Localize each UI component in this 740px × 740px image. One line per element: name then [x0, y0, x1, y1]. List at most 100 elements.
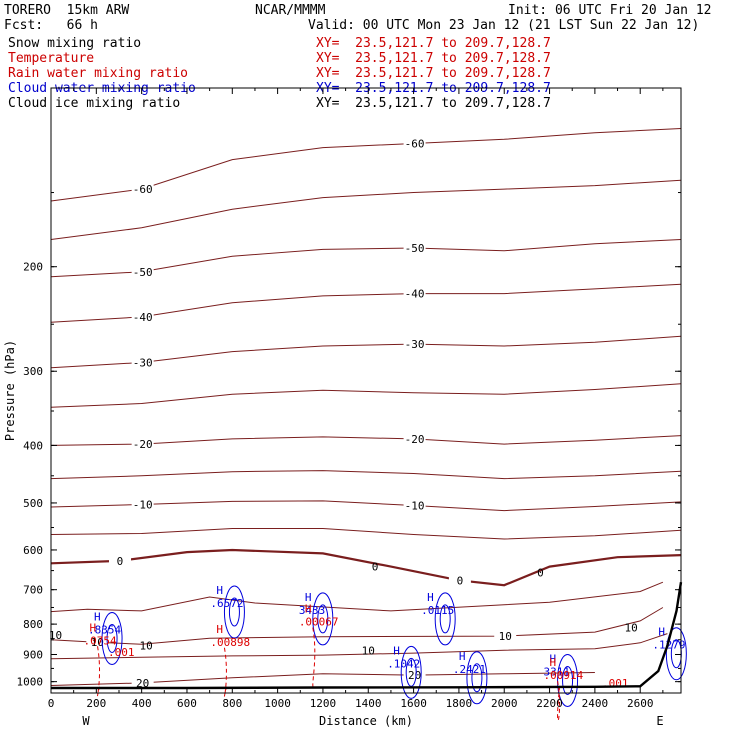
isotherm-label-bg [403, 241, 426, 253]
terrain-line [51, 582, 683, 690]
isotherm-label-bg [131, 356, 154, 368]
cloud-water-max-marker: H [427, 591, 434, 604]
field-name-temperature: Temperature [8, 51, 95, 66]
y-tick-label: 200 [23, 261, 43, 274]
isotherm-label: -30 [133, 357, 153, 370]
isotherm-label: 10 [362, 645, 375, 658]
isotherm-line [50, 581, 664, 613]
isotherm-label: -20 [133, 438, 153, 451]
isotherm-label-bg [131, 183, 154, 195]
cloud-water-contour [317, 604, 329, 634]
field-xy-temperature: XY= 23.5,121.7 to 209.7,128.7 [316, 51, 551, 66]
cloud-water-contour [557, 653, 579, 707]
field-xy-snow: XY= 23.5,121.7 to 209.7,128.7 [316, 36, 551, 51]
rain-max-marker: H [305, 603, 312, 616]
isotherm-label: -60 [405, 137, 425, 150]
field-name-rain: Rain water mixing ratio [8, 66, 189, 81]
isotherm-line [50, 283, 682, 323]
isotherm-label-bg [494, 630, 517, 642]
rain-contour [312, 627, 316, 688]
cloud-water-contour [665, 627, 687, 681]
rain-max-value: .0754 [84, 634, 117, 647]
x-tick-label: 1400 [355, 697, 382, 710]
x-tick-label: 600 [177, 697, 197, 710]
isotherm-line [50, 383, 682, 408]
cloud-water-contour [228, 597, 240, 627]
cloud-water-max-marker: H [94, 610, 101, 623]
cloud-water-contour [434, 592, 456, 646]
cloud-water-max-value: .2421 [453, 663, 486, 676]
y-tick-label: 300 [23, 365, 43, 378]
cloud-water-contour [106, 623, 118, 653]
isotherm-label: 0 [457, 574, 464, 587]
x-tick-label: 2400 [582, 697, 609, 710]
cloud-water-max-marker: H [459, 650, 466, 663]
rain-contour [557, 680, 561, 721]
x-tick-label: 400 [132, 697, 152, 710]
isotherm-label-bg [131, 310, 154, 322]
y-tick-label: 500 [23, 497, 43, 510]
rain-contour-label: .001 [108, 646, 135, 659]
isotherm-line [50, 239, 682, 278]
isotherm-line [50, 128, 682, 202]
rain-max-value: .00898 [210, 636, 250, 649]
isotherm-label-bg [131, 498, 154, 510]
init-label: Init: 06 UTC Fri 20 Jan 12 [508, 3, 712, 18]
isotherm-label-bg [403, 669, 426, 681]
plot-frame [50, 87, 682, 694]
isotherm-label: -50 [133, 266, 153, 279]
isotherm-line [50, 470, 682, 480]
y-tick-label: 1000 [17, 676, 44, 689]
center-label: NCAR/MMMM [255, 3, 326, 18]
isotherm-label-bg [131, 438, 154, 450]
field-xy-cloud-ice: XY= 23.5,121.7 to 209.7,128.7 [316, 96, 551, 111]
cloud-water-max-value: 3311 [544, 665, 571, 678]
cloud-water-max-marker: H [658, 626, 665, 639]
field-name-cloud-water: Cloud water mixing ratio [8, 81, 196, 96]
cloud-water-contour [223, 585, 245, 639]
x-tick-label: 800 [222, 697, 242, 710]
forecast-label: Fcst: 66 h [4, 18, 98, 33]
isotherm-label-bg [403, 137, 426, 149]
isotherm-label: 20 [136, 677, 149, 690]
cloud-water-contour [562, 665, 574, 695]
cloud-water-max-value: .1279 [652, 639, 685, 652]
cloud-water-max-marker: H [305, 591, 312, 604]
x-tick-label: 1000 [264, 697, 291, 710]
cloud-water-max-value: .6572 [210, 597, 243, 610]
cloud-water-contour [101, 611, 123, 665]
isotherm-label: 10 [499, 630, 512, 643]
isotherm-label: -30 [405, 338, 425, 351]
isotherm-label-bg [403, 338, 426, 350]
x-tick-label: 2000 [491, 697, 518, 710]
field-xy-rain: XY= 23.5,121.7 to 209.7,128.7 [316, 66, 551, 81]
cloud-water-contour [466, 651, 488, 705]
field-name-snow: Snow mixing ratio [8, 36, 142, 51]
isotherm-label: 10 [91, 636, 104, 649]
y-axis-title: Pressure (hPa) [3, 340, 17, 441]
isotherm-label-bg [108, 554, 131, 566]
x-tick-label: 2600 [627, 697, 654, 710]
rain-max-value: .00914 [544, 669, 584, 682]
x-tick-label: 1800 [446, 697, 473, 710]
isotherm-label-bg [403, 432, 426, 444]
isotherm-line [50, 335, 682, 369]
isotherm-label: -40 [405, 288, 425, 301]
isotherm-label: 10 [49, 629, 62, 642]
isotherm-label: 10 [625, 621, 638, 634]
y-tick-label: 900 [23, 648, 43, 661]
rain-max-marker: H [216, 623, 223, 636]
isotherm-label: 0 [537, 567, 544, 580]
isotherm-label: 0 [372, 561, 379, 574]
cloud-water-contour [400, 645, 422, 699]
isotherm-label: -60 [133, 183, 153, 196]
cloud-water-contour [312, 592, 334, 646]
y-tick-label: 800 [23, 618, 43, 631]
isotherm-label: -40 [133, 311, 153, 324]
isotherm-label-bg [131, 676, 154, 688]
isotherm-line [50, 179, 682, 240]
x-tick-label: 200 [86, 697, 106, 710]
x-tick-label: 0 [48, 697, 55, 710]
